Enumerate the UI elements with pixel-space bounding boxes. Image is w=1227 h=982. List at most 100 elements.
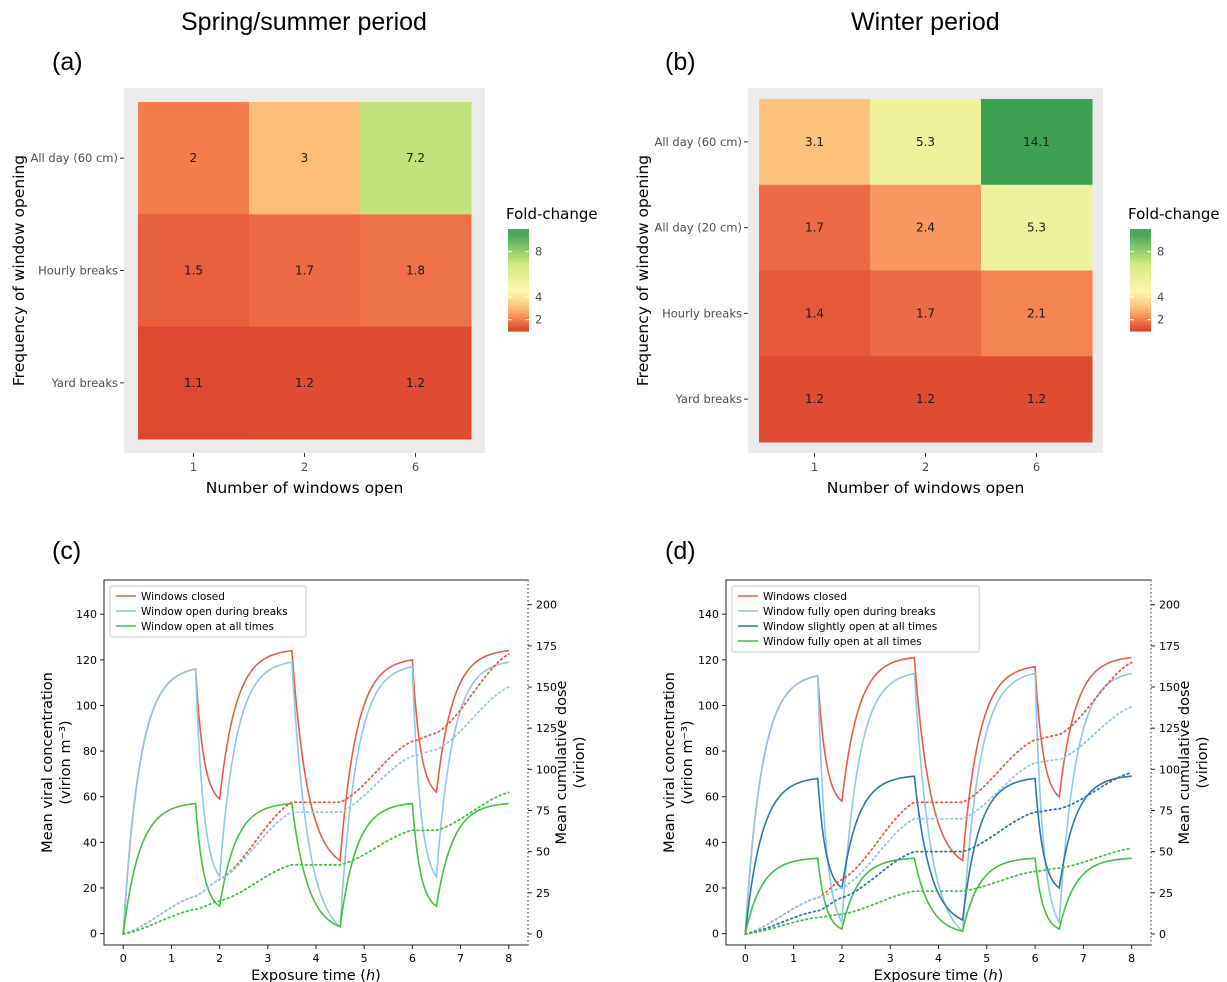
y-tick-label: 0 (90, 928, 97, 941)
legend-gradient-segment (508, 282, 529, 286)
y-tick-label: Yard breaks (674, 392, 742, 406)
cell-value-label: 1.7 (295, 264, 314, 278)
legend-gradient-segment (508, 246, 529, 250)
legend-gradient-segment (508, 239, 529, 243)
y-tick-label: 140 (698, 608, 719, 621)
y-tick-label: 60 (83, 791, 97, 804)
y2-tick-label: 125 (536, 722, 557, 735)
y-tick-label: 80 (83, 745, 97, 758)
y2-tick-label: 50 (1159, 846, 1173, 859)
heatmap-cell (138, 326, 250, 440)
panel-label-d: (d) (665, 537, 696, 565)
y-tick-label: 100 (698, 699, 719, 712)
y-axis-label: Mean viral concentration (virion m⁻³) (662, 672, 696, 853)
x-tick-label: 1 (190, 460, 197, 474)
x-tick-label: 3 (887, 952, 894, 965)
legend-gradient-segment (508, 308, 529, 312)
concentration-line-1 (744, 672, 1132, 934)
legend-gradient-segment (508, 236, 529, 240)
legend-gradient-segment (508, 328, 529, 332)
legend-gradient-segment (508, 310, 529, 314)
concentration-line-0 (122, 649, 509, 934)
cell-value-label: 2.1 (1027, 306, 1046, 320)
legend-gradient-segment (1130, 305, 1151, 309)
y2-axis-label: Mean cumulative dose (virion) (1177, 680, 1211, 844)
legend-gradient-segment (1130, 297, 1151, 301)
panel-label-b: (b) (665, 48, 696, 76)
legend-gradient-segment (508, 297, 529, 301)
legend-gradient-segment (1130, 262, 1151, 266)
legend-title: Fold-change (1128, 205, 1220, 223)
cell-value-label: 5.3 (916, 135, 935, 149)
y2-tick-label: 100 (1159, 763, 1180, 776)
legend-gradient-segment (508, 325, 529, 330)
legend-box (731, 585, 980, 653)
y-tick-label: 0 (712, 928, 719, 941)
legend-tick-label: 4 (535, 290, 542, 304)
legend-gradient-segment (1130, 280, 1151, 284)
cell-value-label: 1.5 (184, 264, 203, 278)
legend-gradient-segment (1130, 239, 1151, 243)
x-tick-label: 6 (412, 460, 419, 474)
concentration-line-1 (122, 661, 509, 934)
cell-value-label: 2 (190, 151, 198, 165)
x-axis-label: Number of windows open (827, 479, 1025, 497)
heatmap-cell (759, 184, 871, 271)
x-tick-label: 2 (922, 460, 929, 474)
y-tick-label: All day (60 cm) (30, 151, 118, 165)
cell-value-label: 1.2 (406, 376, 425, 390)
heatmap-cell (138, 102, 250, 215)
legend-gradient-segment (508, 300, 529, 304)
x-axis-label: Number of windows open (206, 479, 404, 497)
legend-gradient-segment (1130, 287, 1151, 291)
legend-gradient-segment (1130, 259, 1151, 263)
legend-tick-label: 2 (535, 313, 542, 327)
legend-gradient-segment (1130, 241, 1151, 245)
legend-entry: Window fully open at all times (763, 636, 922, 648)
y-tick-label: All day (20 cm) (654, 221, 742, 235)
y-tick-label: Hourly breaks (662, 306, 742, 320)
panel-label-c: (c) (52, 537, 82, 565)
title-spring-summer: Spring/summer period (181, 8, 427, 36)
cell-value-label: 3.1 (805, 135, 824, 149)
legend-entry: Windows closed (763, 591, 847, 603)
cumulative-dose-line-4 (744, 661, 1133, 935)
x-tick-label: 5 (361, 952, 368, 965)
legend-gradient-segment (508, 313, 529, 317)
cell-value-label: 1.1 (184, 376, 203, 390)
legend-tick-label: 2 (1157, 313, 1164, 327)
y2-tick-label: 75 (1159, 804, 1173, 817)
x-tick-label: 3 (264, 952, 271, 965)
legend-gradient-segment (508, 234, 529, 238)
cell-value-label: 1.2 (805, 392, 824, 406)
y2-tick-label: 125 (1159, 722, 1180, 735)
y-tick-label: 20 (83, 882, 97, 895)
x-tick-label: 7 (1080, 952, 1087, 965)
concentration-line-2 (744, 775, 1132, 934)
legend-gradient-segment (508, 241, 529, 245)
legend-gradient-segment (1130, 300, 1151, 304)
legend-gradient-segment (508, 287, 529, 291)
legend-entry: Window open at all times (141, 621, 274, 633)
cumulative-dose-line-4 (122, 686, 510, 935)
cumulative-dose-line-6 (744, 771, 1133, 935)
legend-gradient-segment (1130, 328, 1151, 332)
cumulative-dose-line-7 (744, 847, 1133, 935)
x-axis-label: Exposure time (h) (251, 968, 381, 982)
legend-gradient-segment (508, 257, 529, 261)
y2-tick-label: 25 (536, 887, 550, 900)
cell-value-label: 7.2 (406, 151, 425, 165)
y2-tick-label: 100 (536, 763, 557, 776)
legend-gradient-segment (1130, 267, 1151, 271)
y-tick-label: 40 (705, 836, 719, 849)
cumulative-dose-line-5 (744, 705, 1133, 935)
legend-gradient-segment (1130, 313, 1151, 317)
legend-entry: Window open during breaks (141, 606, 288, 618)
x-tick-label: 2 (838, 952, 845, 965)
y-tick-label: 100 (76, 699, 97, 712)
x-tick-label: 6 (1032, 952, 1039, 965)
legend-gradient-segment (1130, 249, 1151, 253)
legend-gradient-segment (508, 315, 529, 319)
heatmap-cell (981, 270, 1093, 357)
legend-gradient-segment (508, 264, 529, 268)
